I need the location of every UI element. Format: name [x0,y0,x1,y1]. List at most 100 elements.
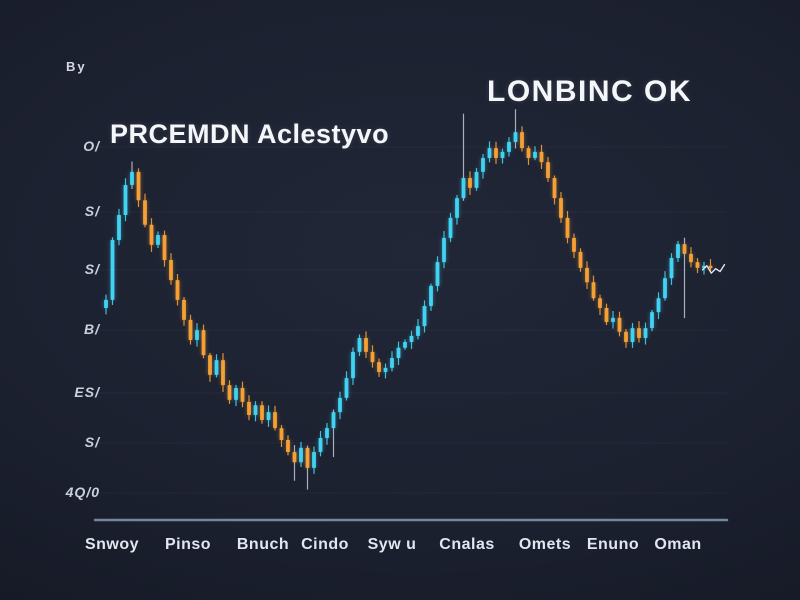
candle-down [188,319,193,341]
candle-up [611,317,615,322]
candle-down [591,282,596,299]
candle-down [604,308,609,322]
candle-up [396,347,401,359]
candle-down [240,387,245,402]
candle-down [585,267,589,283]
candle-up [123,185,128,215]
candle-up [422,305,427,327]
candle-up [344,378,349,398]
up-candles [104,132,706,468]
candle-up [357,337,362,352]
candle-down [292,451,297,463]
x-axis-label: Snwoy [84,536,140,553]
candle-up [455,198,459,218]
candle-down [136,171,141,201]
candle-down [175,280,180,300]
candle-up [474,171,479,188]
candle-down [546,162,550,179]
candle-up [117,214,121,240]
candle-down [572,237,576,252]
candle-up [442,237,446,263]
candle-down [520,132,524,149]
candle-up [325,428,329,438]
candle-down [468,178,472,188]
candle-up [416,326,420,336]
candle-up [351,351,355,379]
candle-down [624,331,628,343]
x-axis-label: Bnuch [236,536,290,553]
candle-down [565,217,570,238]
x-axis-label: Pinso [164,536,212,553]
candle-down [305,447,310,468]
candle-up [266,412,271,420]
candle-down [682,244,687,254]
candle-down [208,355,212,375]
y-axis-label: B/ [84,321,100,337]
candle-up [507,141,511,152]
y-axis-label: 4Q/0 [65,484,100,500]
candle-down [598,298,602,309]
x-axis-label: Oman [654,536,702,553]
candle-up [403,342,407,348]
candle-down [370,351,375,363]
candle-up [130,171,134,186]
candle-down [221,360,225,386]
candle-up [253,405,258,416]
candle-up [429,285,433,306]
price-tail-line [701,263,726,274]
candle-down [377,362,381,372]
candle-up [318,438,323,452]
candle-up [461,178,466,199]
down-candles [136,132,713,468]
candle-down [552,178,557,199]
candle-up [331,412,336,429]
candle-up [312,451,316,468]
y-axis-label: S/ [84,434,100,450]
candle-down [286,440,290,452]
candle-down [526,148,531,158]
candle-up [338,397,342,413]
candle-up [214,360,219,375]
candle-up [481,157,485,172]
candle-up [435,262,440,286]
candle-down [247,401,251,416]
candle-up [650,312,654,329]
candle-up [487,148,492,158]
candle-up [299,447,303,463]
candle-up [156,235,160,245]
candle-down [617,317,622,332]
candle-up [110,239,115,300]
candle-down [273,412,277,429]
y-axis-label: ES/ [74,384,100,400]
candle-down [689,253,693,263]
y-axis-label: O/ [83,138,100,154]
candle-down [227,385,232,400]
candle-up [390,358,394,368]
candle-down [260,405,264,420]
chart-gridlines [95,146,727,494]
y-axis-label: S/ [84,261,100,277]
candle-up [383,367,388,372]
candle-up [630,328,635,343]
y-axis-label: S/ [84,203,100,219]
candle-up [234,387,238,400]
candle-down [494,148,498,158]
candle-up [676,244,680,259]
candle-down [162,235,167,261]
chart-title: PRCEMDN Aclestyvo [110,119,390,149]
candle-up [663,278,667,299]
candle-wicks [105,109,712,490]
candle-up [448,217,453,238]
candle-down [143,200,147,225]
x-axis-label: Enuno [586,536,640,553]
x-axis-label: Cnalas [439,536,495,553]
candle-down [169,260,173,281]
corner-logo: By [66,59,87,74]
candle-up [533,151,537,158]
candle-up [513,132,518,142]
candle-down [364,337,368,352]
candle-down [578,251,583,268]
candle-down [708,265,713,269]
candle-up [195,330,199,341]
